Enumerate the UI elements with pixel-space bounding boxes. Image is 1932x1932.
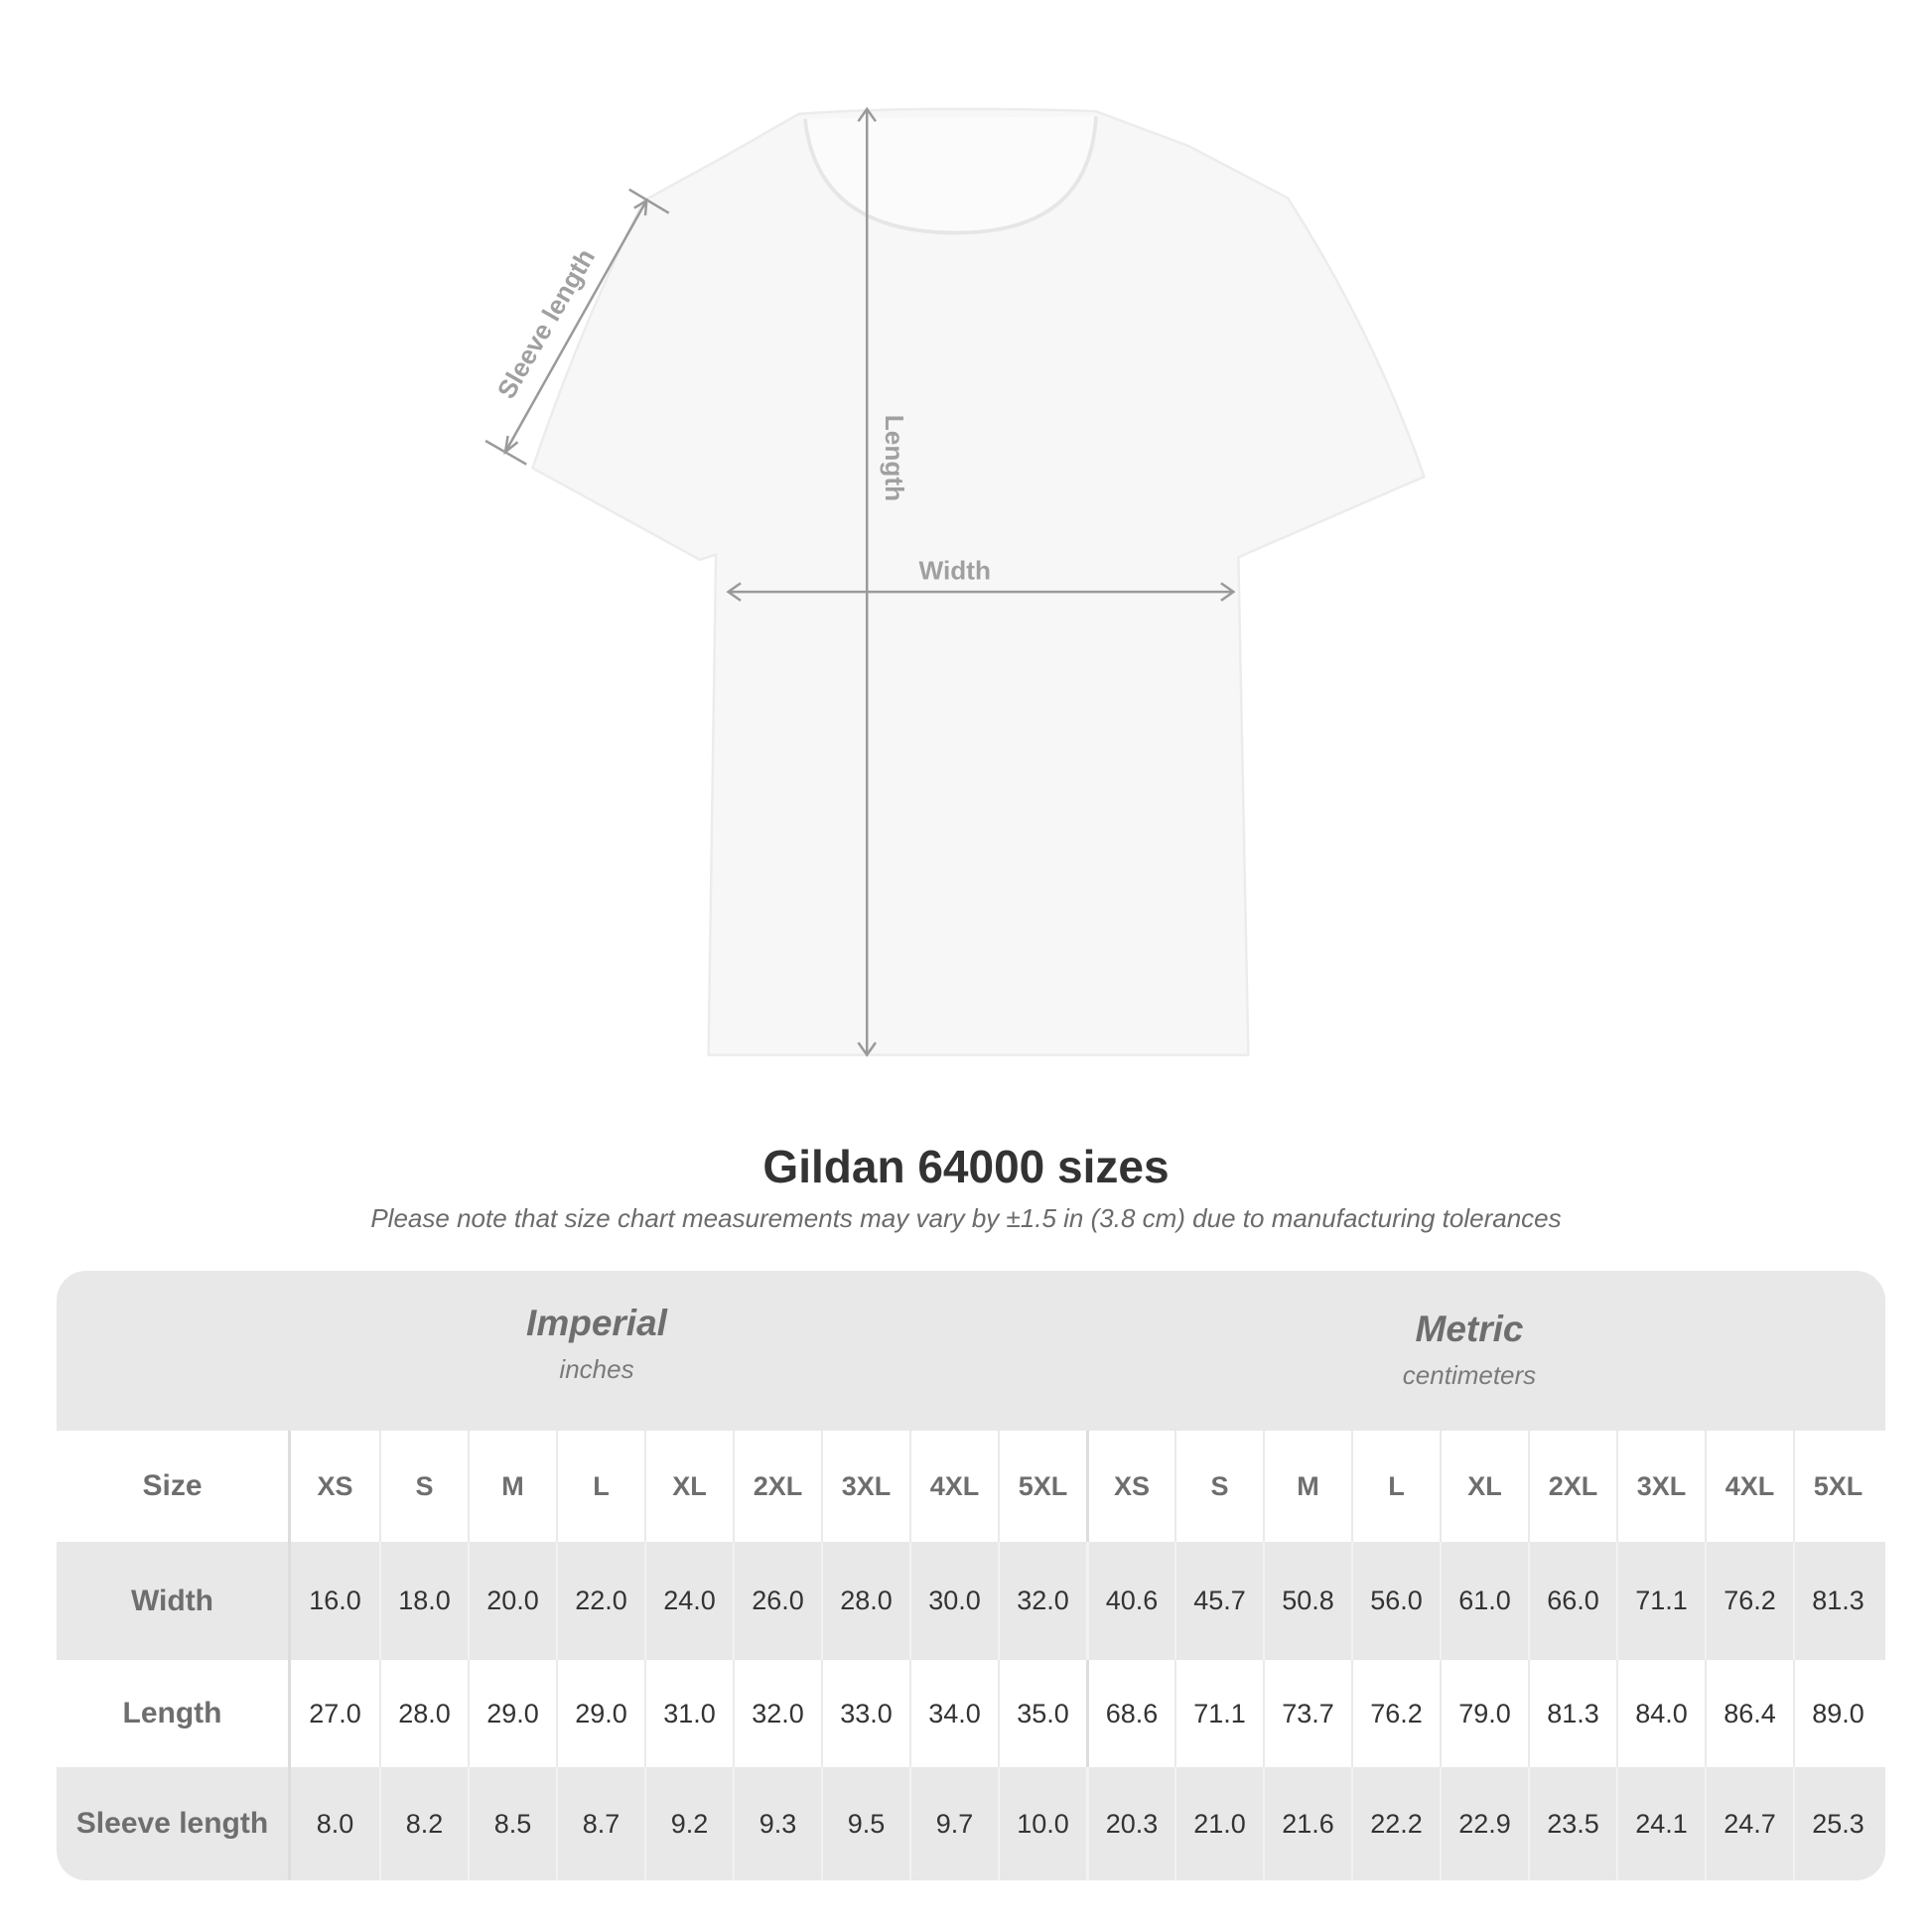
imperial-header: Imperial inches [299,1303,895,1385]
table-cell: 35.0 [998,1660,1086,1767]
table-cell: 32.0 [998,1542,1086,1660]
size-header-cell: S [379,1431,468,1542]
size-header-cell: XL [644,1431,733,1542]
table-cell: 34.0 [909,1660,998,1767]
table-cell: 16.0 [309,1586,361,1615]
size-header-cell: M [1263,1431,1351,1542]
size-header-cell: 3XL [821,1431,909,1542]
size-header-cell: XS [317,1470,353,1501]
table-cell: 71.1 [1174,1660,1263,1767]
table-row: Size XS S M L XL 2XL 3XL 4XL 5XL XS S M L XL 2XL 3XL 4XL 5… [57,1431,1885,1542]
size-table: Imperial inches Metric centimeters Size X… [57,1271,1885,1880]
table-cell: 66.0 [1528,1542,1616,1660]
table-cell: 22.0 [556,1542,644,1660]
table-cell: 30.0 [909,1542,998,1660]
width-label: Width [919,556,991,586]
size-header-cell: 4XL [909,1431,998,1542]
table-cell: 31.0 [644,1660,733,1767]
table-cell: 25.3 [1793,1767,1881,1880]
size-header-cell: 2XL [1528,1431,1616,1542]
table-cell: 71.1 [1616,1542,1705,1660]
table-cell: 9.5 [821,1767,909,1880]
tolerance-note: Please note that size chart measurements… [370,1203,1562,1233]
table-cell: 26.0 [733,1542,821,1660]
size-header-cell: 5XL [1793,1431,1881,1542]
size-header-cell: 4XL [1705,1431,1793,1542]
size-header-cell: L [556,1431,644,1542]
imperial-unit: inches [559,1354,634,1384]
table-cell: 22.2 [1351,1767,1440,1880]
metric-header: Metric centimeters [1172,1309,1767,1391]
row-label: Size [57,1431,291,1542]
table-row: Length 27.0 28.0 29.0 29.0 31.0 32.0 33.0 34.0 35… [57,1660,1885,1767]
table-cell: 9.2 [644,1767,733,1880]
table-cell: 9.3 [733,1767,821,1880]
table-cell: 81.3 [1793,1542,1881,1660]
table-cell: 56.0 [1351,1542,1440,1660]
table-cell: 29.0 [556,1660,644,1767]
table-cell: 8.7 [556,1767,644,1880]
size-header-cell: XL [1440,1431,1528,1542]
table-cell: 21.6 [1263,1767,1351,1880]
tshirt-shape [530,107,1427,1056]
table-row: Width 16.0 18.0 20.0 22.0 24.0 26.0 28.0 30.0 32.… [57,1542,1885,1660]
table-cell: 33.0 [821,1660,909,1767]
size-header-cell: 3XL [1616,1431,1705,1542]
row-label: Width [57,1542,291,1660]
table-cell: 27.0 [309,1698,361,1728]
table-cell: 8.0 [316,1808,354,1839]
table-cell: 73.7 [1263,1660,1351,1767]
table-cell: 89.0 [1793,1660,1881,1767]
table-cell: 8.5 [468,1767,556,1880]
length-label: Length [880,415,909,501]
size-header-cell: 5XL [998,1431,1086,1542]
table-cell: 8.2 [379,1767,468,1880]
table-cell: 20.0 [468,1542,556,1660]
table-cell: 23.5 [1528,1767,1616,1880]
size-header-cell: M [468,1431,556,1542]
page-title: Gildan 64000 sizes [762,1141,1170,1192]
table-cell: 32.0 [733,1660,821,1767]
unit-header: Imperial inches Metric centimeters [57,1271,1885,1431]
table-cell: 9.7 [909,1767,998,1880]
tshirt-diagram: Sleeve length Length Width [484,106,1427,1057]
table-cell: 28.0 [821,1542,909,1660]
table-cell: 21.0 [1174,1767,1263,1880]
table-row: Sleeve length 8.0 8.2 8.5 8.7 9.2 9.3 9.5 9.7 10.… [57,1767,1885,1880]
table-cell: 61.0 [1440,1542,1528,1660]
imperial-label: Imperial [526,1303,667,1343]
table-cell: 81.3 [1528,1660,1616,1767]
table-cell: 24.0 [644,1542,733,1660]
table-cell: 22.9 [1440,1767,1528,1880]
size-header-cell: XS [1086,1431,1174,1542]
table-cell: 50.8 [1263,1542,1351,1660]
row-label: Length [57,1660,291,1767]
table-cell: 28.0 [379,1660,468,1767]
table-cell: 76.2 [1705,1542,1793,1660]
table-cell: 68.6 [1086,1660,1174,1767]
table-cell: 24.1 [1616,1767,1705,1880]
metric-label: Metric [1415,1309,1524,1349]
table-cell: 40.6 [1086,1542,1174,1660]
table-cell: 29.0 [468,1660,556,1767]
table-cell: 45.7 [1174,1542,1263,1660]
metric-unit: centimeters [1402,1360,1537,1390]
table-cell: 24.7 [1705,1767,1793,1880]
table-cell: 18.0 [379,1542,468,1660]
table-cell: 10.0 [998,1767,1086,1880]
sleeve-arrow [503,200,648,453]
table-cell: 20.3 [1086,1767,1174,1880]
table-cell: 86.4 [1705,1660,1793,1767]
table-cell: 79.0 [1440,1660,1528,1767]
table-cell: 76.2 [1351,1660,1440,1767]
table-cell: 84.0 [1616,1660,1705,1767]
size-header-cell: S [1174,1431,1263,1542]
size-header-cell: 2XL [733,1431,821,1542]
neckline [803,116,1098,235]
row-label: Sleeve length [57,1767,291,1880]
size-header-cell: L [1351,1431,1440,1542]
